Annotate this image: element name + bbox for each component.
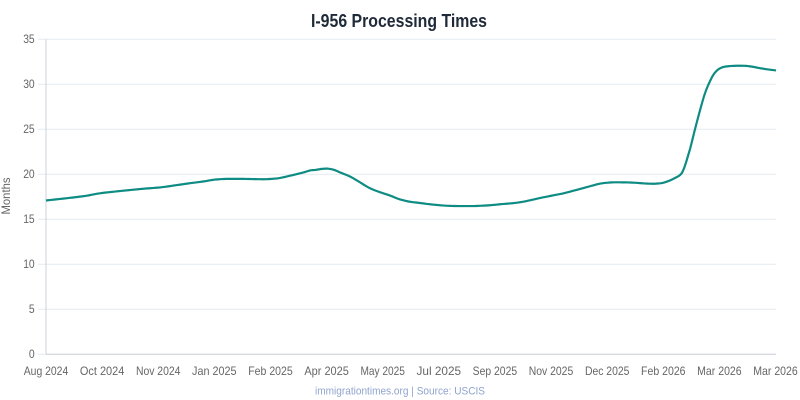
svg-text:20: 20 — [23, 167, 35, 181]
svg-text:immigrationtimes.org | Source:: immigrationtimes.org | Source: USCIS — [315, 386, 485, 398]
svg-text:Mar 2026: Mar 2026 — [697, 364, 742, 378]
svg-text:Feb 2025: Feb 2025 — [248, 364, 293, 378]
svg-text:5: 5 — [29, 302, 35, 316]
svg-text:Mar 2026: Mar 2026 — [753, 364, 798, 378]
svg-text:Nov 2024: Nov 2024 — [136, 364, 181, 378]
svg-text:Jul 2025: Jul 2025 — [417, 364, 462, 378]
svg-text:10: 10 — [23, 257, 35, 271]
svg-text:Apr 2025: Apr 2025 — [304, 364, 349, 378]
svg-text:15: 15 — [23, 212, 35, 226]
svg-text:0: 0 — [29, 347, 35, 361]
svg-text:Feb 2026: Feb 2026 — [641, 364, 686, 378]
svg-text:Oct 2024: Oct 2024 — [80, 364, 125, 378]
svg-text:Months: Months — [0, 177, 13, 214]
svg-text:May 2025: May 2025 — [360, 364, 405, 378]
svg-text:25: 25 — [23, 122, 35, 136]
svg-text:35: 35 — [23, 32, 35, 46]
svg-text:30: 30 — [23, 77, 35, 91]
svg-text:I-956 Processing Times: I-956 Processing Times — [311, 11, 487, 31]
svg-text:Aug 2024: Aug 2024 — [24, 364, 69, 378]
svg-text:Dec 2025: Dec 2025 — [585, 364, 630, 378]
svg-text:Nov 2025: Nov 2025 — [529, 364, 574, 378]
svg-text:Jan 2025: Jan 2025 — [192, 364, 237, 378]
svg-text:Sep 2025: Sep 2025 — [473, 364, 518, 378]
